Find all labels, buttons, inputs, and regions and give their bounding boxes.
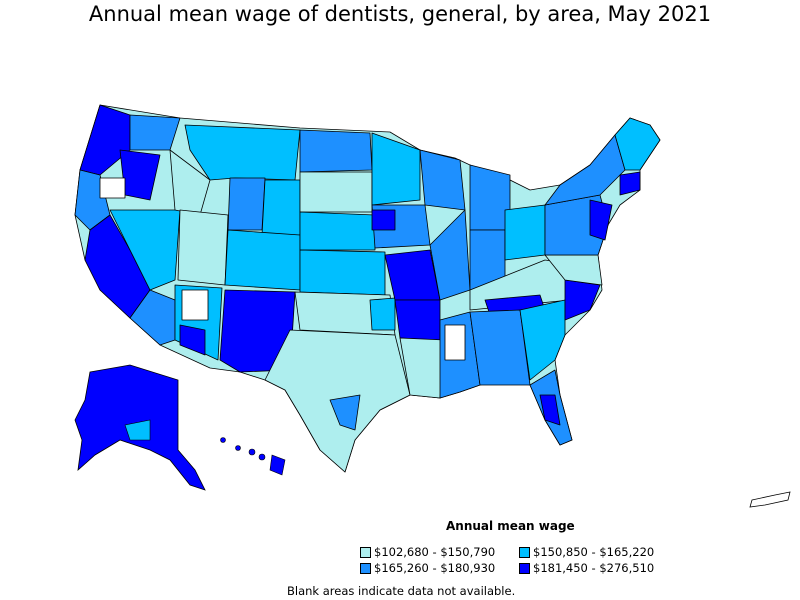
legend-item: $102,680 - $150,790 — [360, 545, 495, 559]
legend-item: $150,850 - $165,220 — [519, 545, 654, 559]
legend-item: $165,260 - $180,930 — [360, 561, 495, 575]
map-title: Annual mean wage of dentists, general, b… — [88, 2, 712, 26]
footnote: Blank areas indicate data not available. — [287, 584, 516, 598]
legend-swatch — [519, 546, 530, 558]
puerto-rico — [749, 491, 791, 508]
legend-label: $165,260 - $180,930 — [374, 561, 496, 575]
legend-swatch — [360, 546, 371, 558]
legend-label: $150,850 - $165,220 — [533, 545, 655, 559]
legend-label: $102,680 - $150,790 — [374, 545, 496, 559]
legend-label: $181,450 - $276,510 — [533, 561, 655, 575]
legend-swatch — [360, 562, 371, 574]
hawaii — [220, 437, 286, 476]
legend-item: $181,450 - $276,510 — [519, 561, 654, 575]
legend-swatch — [519, 562, 530, 574]
legend-title: Annual mean wage — [446, 519, 575, 533]
